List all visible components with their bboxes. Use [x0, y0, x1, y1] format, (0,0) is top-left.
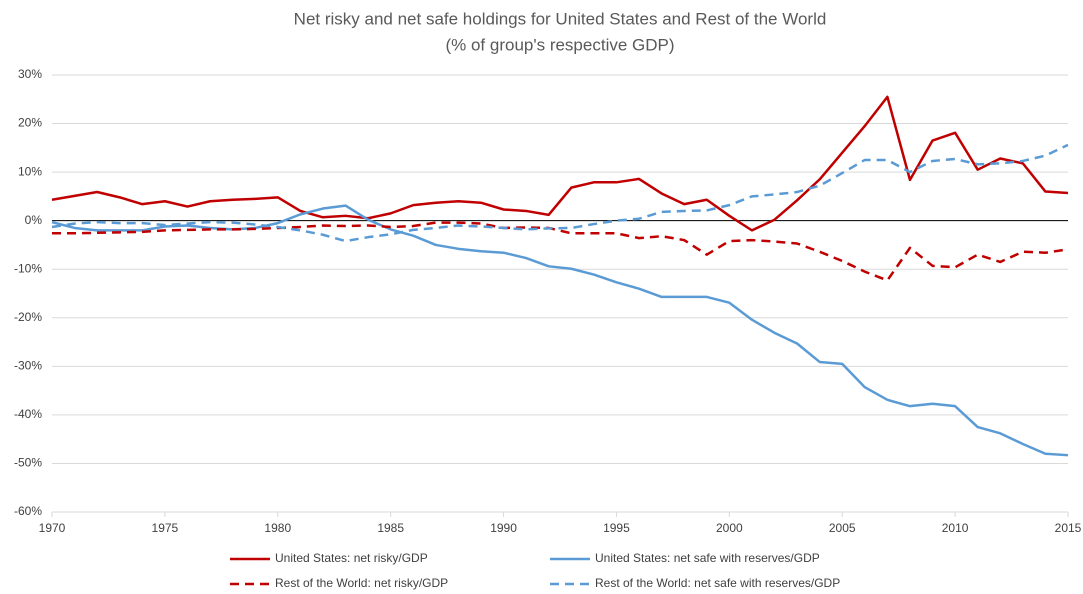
- x-tick-label: 2000: [716, 521, 743, 535]
- legend-label: Rest of the World: net risky/GDP: [275, 576, 448, 590]
- x-tick-label: 1975: [152, 521, 179, 535]
- y-tick-label: -40%: [14, 407, 42, 421]
- series-line: [51, 204, 1069, 457]
- x-tick-label: 1980: [264, 521, 291, 535]
- x-tick-label: 1970: [39, 521, 66, 535]
- y-tick-label: -50%: [14, 456, 42, 470]
- chart-title: Net risky and net safe holdings for Unit…: [294, 9, 827, 28]
- x-tick-label: 2010: [942, 521, 969, 535]
- legend-label: United States: net risky/GDP: [275, 551, 428, 565]
- legend-label: United States: net safe with reserves/GD…: [595, 551, 820, 565]
- series-line: [52, 221, 1069, 282]
- series-line: [51, 95, 1069, 232]
- x-tick-label: 1985: [377, 521, 404, 535]
- y-tick-label: -20%: [14, 310, 42, 324]
- x-tick-label: 1995: [603, 521, 630, 535]
- y-tick-label: 20%: [18, 116, 42, 130]
- y-tick-label: 0%: [25, 213, 43, 227]
- x-tick-label: 2005: [829, 521, 856, 535]
- y-tick-label: 10%: [18, 164, 42, 178]
- legend-label: Rest of the World: net safe with reserve…: [595, 576, 840, 590]
- y-tick-label: -10%: [14, 261, 42, 275]
- series-line: [51, 143, 1069, 243]
- x-tick-label: 1990: [490, 521, 517, 535]
- chart-subtitle: (% of group's respective GDP): [445, 35, 674, 54]
- y-tick-label: -30%: [14, 359, 42, 373]
- y-tick-label: -60%: [14, 504, 42, 518]
- x-tick-label: 2015: [1055, 521, 1082, 535]
- y-tick-label: 30%: [18, 67, 42, 81]
